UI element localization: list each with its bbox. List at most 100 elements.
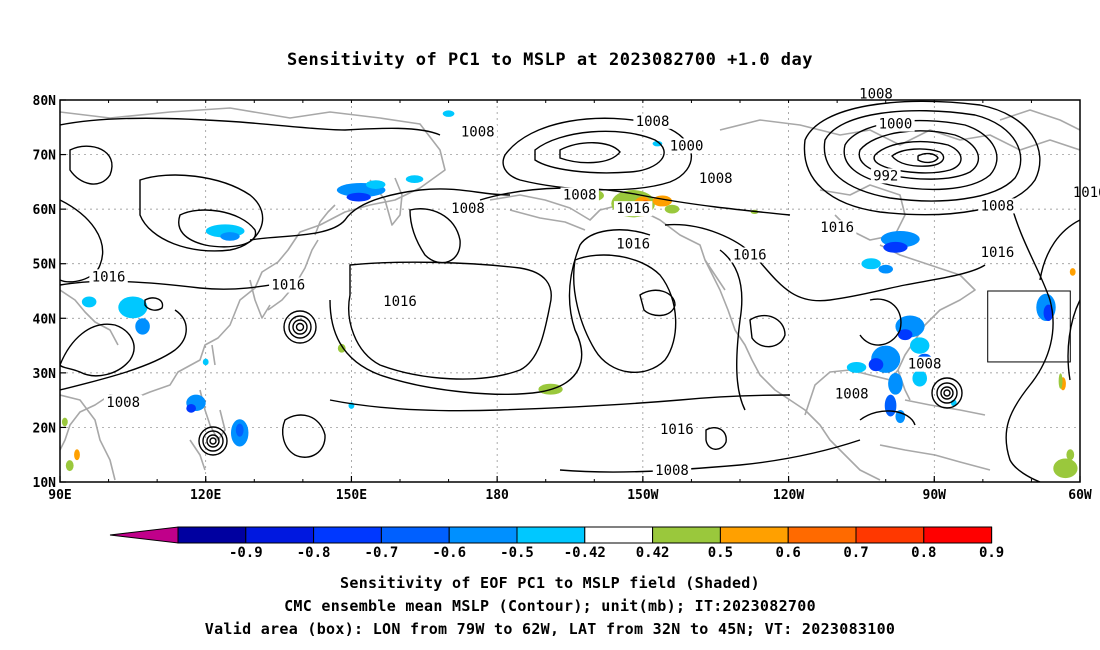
colorbar-swatch [245, 526, 315, 544]
lat-tick-label: 60N [33, 203, 57, 218]
contour-label-bg [832, 386, 871, 402]
shade-patch [888, 372, 903, 395]
lon-tick-label: 120W [773, 488, 804, 503]
colorbar-label: 0.9 [979, 545, 1004, 561]
map-title: Sensitivity of PC1 to MSLP at 2023082700… [286, 50, 813, 70]
contour-label-bg [817, 220, 857, 236]
lon-tick-label: 150E [336, 488, 367, 503]
shade-patch [1069, 268, 1076, 276]
colorbar-label: -0.9 [229, 545, 263, 561]
contour-label-bg [652, 463, 692, 479]
shade-patch [878, 264, 893, 274]
contour-label: 1008 [655, 463, 689, 479]
contour-label-bg [856, 86, 896, 102]
shade-patch [1043, 304, 1054, 322]
shade-patch [74, 449, 80, 461]
lon-tick-label: 120E [190, 488, 221, 503]
contour-label: 1008 [908, 357, 942, 373]
contour-label: 1008 [699, 171, 733, 187]
colorbar-label: 0.42 [636, 545, 670, 561]
contour-label-bg [89, 269, 128, 285]
contour-label-bg [613, 201, 653, 217]
contour-label-bg [876, 116, 915, 132]
shade-patch [1053, 458, 1078, 479]
lon-tick-label: 90W [923, 488, 947, 503]
lat-tick-label: 30N [33, 367, 57, 382]
contour-label-bg [380, 293, 420, 309]
contour-labels: 1008100810001008100810081016101610161016… [89, 86, 1100, 479]
contour-label-bg [269, 277, 308, 293]
colorbar-label: 0.8 [911, 545, 936, 561]
contour-label-bg [613, 236, 653, 252]
shade-patch [235, 423, 244, 437]
shade-patch [65, 460, 74, 472]
colorbar-swatch [584, 526, 654, 544]
shade-patch [1058, 373, 1063, 389]
plot-frame [59, 99, 1081, 483]
contour-label-bg [103, 394, 143, 410]
contour-label: 992 [873, 168, 898, 184]
colorbar-swatch [380, 526, 450, 544]
colorbar-label: -0.6 [432, 545, 466, 561]
grid-lines [60, 100, 1080, 482]
shade-patch [1066, 449, 1075, 461]
shade-patch [910, 337, 930, 354]
colorbar-label: 0.5 [708, 545, 733, 561]
shade-patch [868, 358, 884, 372]
lon-tick-label: 150W [627, 488, 658, 503]
shade-patch [346, 192, 371, 202]
contour-label-bg [1070, 184, 1100, 200]
shade-patch [135, 318, 150, 335]
contour-label: 1016 [383, 294, 417, 310]
colorbar-swatch [313, 526, 382, 544]
lat-tick-label: 40N [33, 312, 57, 327]
colorbar-label: 0.7 [843, 545, 868, 561]
shade-patch [897, 329, 913, 341]
contour-label: 1008 [835, 387, 869, 403]
shade-patch [664, 204, 680, 214]
shade-patch [442, 110, 455, 117]
contour-label-bg [560, 187, 599, 203]
lat-tick-label: 70N [33, 149, 57, 164]
shade-patch [202, 358, 209, 366]
map-axes: 90E 120E 150E 180 150W 120W 90W 60W 80N 70N 60N 50N… [33, 94, 1092, 503]
colorbar-label: -0.8 [297, 545, 331, 561]
contour-label: 1016 [271, 278, 305, 294]
contour-label: 1016 [733, 248, 767, 264]
lat-tick-label: 10N [33, 476, 57, 491]
contour-label: 1008 [451, 201, 485, 217]
lon-tick-label: 180 [485, 488, 509, 503]
contour-label: 1016 [981, 245, 1015, 261]
contour-label-bg [458, 124, 497, 140]
shade-patch [220, 232, 240, 241]
colorbar-label: 0.6 [776, 545, 801, 561]
colorbar-swatch [448, 526, 518, 544]
contour-label: 1008 [563, 188, 597, 204]
colorbar-swatch [652, 526, 721, 544]
shade-patch [337, 343, 346, 353]
contour-label: 1008 [106, 395, 140, 411]
colorbar-swatch [516, 526, 586, 544]
contour-label-bg [667, 138, 706, 154]
contour-label-bg [870, 168, 901, 184]
contour-label-bg [657, 422, 697, 438]
mslp-contours [60, 100, 1080, 482]
caption-contour: CMC ensemble mean MSLP (Contour); unit(m… [284, 597, 816, 615]
colorbar-label: -0.7 [365, 545, 399, 561]
colorbar-swatch [923, 526, 993, 544]
contour-label: 1000 [670, 138, 704, 154]
colorbar-low-arrow [109, 526, 179, 544]
contour-label: 1000 [879, 117, 913, 133]
contour-label: 1008 [636, 114, 670, 130]
contour-label-bg [730, 247, 769, 263]
colorbar: -0.9 -0.8 -0.7 -0.6 -0.5 -0.42 0.42 0.5 0.6 0.7 0.… [109, 526, 1004, 561]
lon-tick-label: 90E [48, 488, 71, 503]
colorbar-swatch [719, 526, 789, 544]
contour-label: 1016 [92, 269, 126, 285]
lat-tick-label: 20N [33, 421, 57, 436]
shade-patch [883, 241, 908, 253]
colorbar-label: -0.42 [564, 545, 606, 561]
shade-patch [118, 296, 148, 319]
contour-label: 1016 [616, 201, 650, 217]
colorbar-swatch [787, 526, 857, 544]
